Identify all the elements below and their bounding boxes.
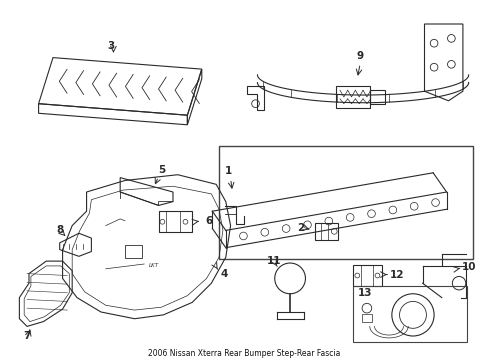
Bar (219, 146, 472, 259)
Bar (158, 211, 192, 232)
Bar (335, 86, 369, 108)
Text: 6: 6 (205, 216, 213, 226)
Text: 11: 11 (266, 256, 281, 266)
Text: 1: 1 (224, 166, 232, 176)
Text: 2: 2 (296, 222, 304, 233)
Bar (361, 314, 371, 321)
Bar (314, 223, 337, 240)
Text: 4: 4 (220, 269, 227, 279)
Text: 13: 13 (357, 288, 371, 298)
Text: 12: 12 (388, 270, 403, 280)
Bar (353, 265, 382, 286)
Text: 3: 3 (107, 41, 114, 51)
Bar (353, 286, 466, 342)
Text: 7: 7 (23, 331, 31, 341)
Text: LKT: LKT (148, 263, 159, 268)
Text: 8: 8 (56, 225, 63, 235)
Bar (369, 90, 385, 104)
Text: 10: 10 (461, 262, 475, 272)
Text: 5: 5 (158, 165, 165, 175)
Bar (125, 245, 142, 258)
Text: 9: 9 (356, 51, 363, 61)
Text: 2006 Nissan Xterra Rear Bumper Step-Rear Fascia: 2006 Nissan Xterra Rear Bumper Step-Rear… (148, 349, 340, 358)
